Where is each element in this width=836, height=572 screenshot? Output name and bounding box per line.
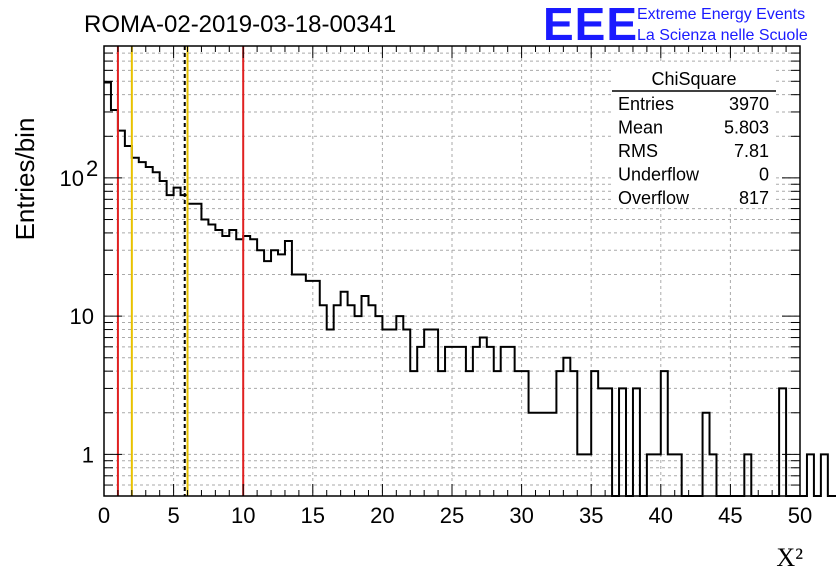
x-tick-label: 15 bbox=[301, 503, 325, 528]
x-tick-label: 25 bbox=[440, 503, 464, 528]
stats-row-value: 5.803 bbox=[724, 118, 769, 138]
y-tick-label: 10 bbox=[60, 166, 84, 191]
logo-mark: EEE bbox=[543, 0, 638, 50]
axis-ticks bbox=[103, 45, 801, 497]
logo-line1: Extreme Energy Events bbox=[637, 6, 805, 23]
stats-row-value: 0 bbox=[759, 165, 769, 185]
marker-lines bbox=[116, 46, 245, 496]
stats-row-value: 3970 bbox=[729, 94, 769, 114]
logo-line2: La Scienza nelle Scuole bbox=[637, 27, 808, 44]
y-axis-label: Entries/bin bbox=[10, 118, 40, 241]
stats-box: ChiSquare Entries 3970 Mean 5.803 RMS 7.81 Und… bbox=[612, 62, 776, 208]
x-tick-label: 30 bbox=[509, 503, 533, 528]
stats-row-label: Entries bbox=[618, 94, 674, 114]
stats-rows: Entries 3970 Mean 5.803 RMS 7.81 Underflow 0 Ove… bbox=[618, 94, 769, 208]
stats-row-value: 7.81 bbox=[734, 141, 769, 161]
histogram-series bbox=[104, 81, 836, 497]
eee-logo: EEE Extreme Energy Events La Scienza nel… bbox=[543, 0, 808, 50]
x-tick-label: 10 bbox=[231, 503, 255, 528]
x-tick-label: 40 bbox=[649, 503, 673, 528]
x-tick-label: 35 bbox=[579, 503, 603, 528]
stats-box-title: ChiSquare bbox=[651, 69, 736, 89]
stats-row-label: Overflow bbox=[618, 188, 690, 208]
x-tick-label: 50 bbox=[788, 503, 812, 528]
stats-row-label: Mean bbox=[618, 118, 663, 138]
grid-lines bbox=[104, 45, 800, 497]
x-tick-label: 0 bbox=[98, 503, 110, 528]
stats-row-label: RMS bbox=[618, 141, 658, 161]
chart-title: ROMA-02-2019-03-18-00341 bbox=[84, 11, 396, 38]
y-tick-exponent: 2 bbox=[86, 156, 98, 181]
x-axis-label: X² bbox=[776, 543, 803, 572]
x-tick-labels: 0 5 10 15 20 25 30 35 40 45 50 bbox=[98, 503, 812, 528]
stats-row-label: Underflow bbox=[618, 165, 700, 185]
x-tick-label: 45 bbox=[718, 503, 742, 528]
stats-box-background bbox=[612, 62, 776, 208]
y-tick-label: 1 bbox=[82, 442, 94, 467]
x-tick-label: 5 bbox=[167, 503, 179, 528]
y-tick-label: 10 bbox=[70, 304, 94, 329]
stats-row-value: 817 bbox=[739, 188, 769, 208]
x-tick-label: 20 bbox=[370, 503, 394, 528]
